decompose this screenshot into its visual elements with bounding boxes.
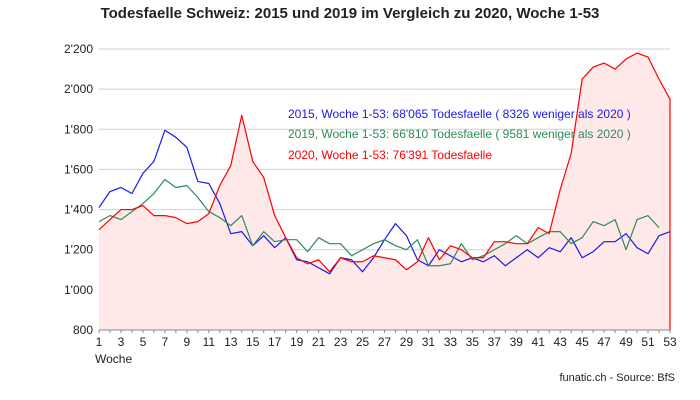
x-tick-label: 49 <box>619 335 633 349</box>
y-tick-label: 800 <box>73 323 93 337</box>
x-tick-label: 21 <box>312 335 326 349</box>
x-tick-label: 17 <box>268 335 282 349</box>
y-tick-label: 2'000 <box>64 82 93 96</box>
annotation-2015: 2015, Woche 1-53: 68'065 Todesfaelle ( 8… <box>288 107 631 121</box>
axes <box>98 329 671 333</box>
x-tick-label: 53 <box>663 335 677 349</box>
series-area-s2020 <box>99 53 670 331</box>
x-tick-label: 23 <box>334 335 348 349</box>
x-tick-label: 39 <box>510 335 524 349</box>
x-tick-label: 7 <box>162 335 169 349</box>
y-tick-label: 1'000 <box>64 283 93 297</box>
x-tick-label: 25 <box>356 335 370 349</box>
series-line-s2019 <box>98 178 660 267</box>
x-tick-label: 1 <box>96 335 103 349</box>
x-tick-label: 51 <box>641 335 655 349</box>
x-tick-label: 3 <box>118 335 125 349</box>
x-tick-label: 13 <box>224 335 238 349</box>
x-tick-label: 43 <box>554 335 568 349</box>
series-line-s2020 <box>98 52 671 330</box>
y-tick-label: 1'800 <box>64 122 93 136</box>
x-tick-label: 27 <box>378 335 392 349</box>
annotation-2019: 2019, Woche 1-53: 66'810 Todesfaelle ( 9… <box>288 127 631 141</box>
x-tick-label: 11 <box>203 335 216 349</box>
x-tick-label: 37 <box>488 335 502 349</box>
area-fill-layer <box>99 53 670 331</box>
x-tick-label: 31 <box>422 335 436 349</box>
x-tick-label: 47 <box>597 335 611 349</box>
x-tick-label: 29 <box>400 335 414 349</box>
x-tick-labels: 1 3 5 7 9 11 13 15 17 19 21 23 25 27 29 31 33 35 37 39 41 43 4… <box>96 335 677 349</box>
y-tick-label: 1'600 <box>64 162 93 176</box>
x-tick-label: 5 <box>140 335 147 349</box>
x-tick-label: 45 <box>575 335 589 349</box>
x-tick-label: 33 <box>444 335 458 349</box>
y-tick-label: 1'200 <box>64 243 93 257</box>
x-axis-label: Woche <box>95 352 132 366</box>
x-tick-label: 15 <box>246 335 260 349</box>
y-tick-label: 1'400 <box>64 203 93 217</box>
source-note: funatic.ch - Source: BfS <box>559 372 675 384</box>
x-tick-label: 35 <box>466 335 480 349</box>
x-tick-label: 41 <box>532 335 546 349</box>
series-lines <box>98 52 671 330</box>
x-tick-label: 9 <box>184 335 191 349</box>
annotation-2020: 2020, Woche 1-53: 76'391 Todesfaelle <box>288 148 492 162</box>
y-tick-label: 2'200 <box>64 42 93 56</box>
x-tick-label: 19 <box>290 335 304 349</box>
chart-title: Todesfaelle Schweiz: 2015 und 2019 im Ve… <box>101 5 600 22</box>
y-tick-labels: 800 1'000 1'200 1'400 1'600 1'800 2'000 2'200 <box>64 42 93 337</box>
